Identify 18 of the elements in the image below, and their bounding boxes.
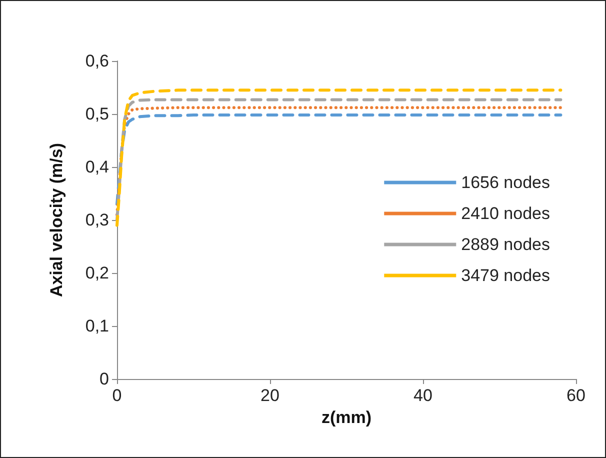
legend-label: 1656 nodes [461,173,550,192]
y-tick-label: 0,2 [85,264,109,282]
x-tick-label: 0 [112,386,122,405]
y-tick-label: 0,3 [85,210,109,230]
y-tick-label: 0,1 [85,316,109,336]
x-tick-label: 20 [260,386,280,405]
legend-label: 2410 nodes [461,204,550,223]
line-series [116,114,562,206]
y-tick-label: 0,5 [85,104,109,124]
y-tick-label: 0 [100,370,109,388]
y-axis-title: Axial velocity (m/s) [47,142,66,298]
x-axis-title: z(mm) [321,408,372,427]
y-tick-label: 0,6 [85,52,109,70]
legend-label: 3479 nodes [461,266,550,285]
legend-label: 2889 nodes [461,235,550,254]
y-tick-label: 0,4 [85,158,109,176]
x-tick-label: 40 [414,386,432,405]
x-tick-label: 60 [566,386,586,405]
